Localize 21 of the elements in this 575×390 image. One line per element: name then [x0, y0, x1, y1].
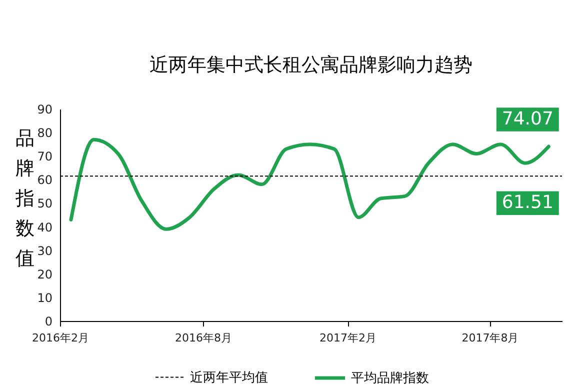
y-tick-label: 50	[37, 196, 52, 211]
y-tick-label: 30	[37, 244, 52, 258]
x-tick-label: 2017年8月	[462, 332, 519, 344]
y-tick-label: 10	[37, 290, 52, 305]
y-axis-title: 品牌指数值	[14, 128, 34, 270]
y-tick-label: 40	[37, 220, 52, 234]
annotation: 74.07	[502, 108, 554, 130]
x-tick-label: 2017年2月	[320, 332, 377, 344]
legend-label: 近两年平均值	[190, 370, 268, 386]
y-tick-label: 0	[44, 314, 52, 328]
line-series	[69, 138, 550, 231]
x-tick-label: 2016年8月	[174, 332, 232, 344]
y-tick-label: 90	[37, 102, 52, 116]
annotation: 61.51	[502, 192, 554, 214]
y-tick-label: 70	[37, 150, 52, 164]
y-tick-label: 80	[37, 126, 52, 140]
legend-label: 平均品牌指数	[351, 371, 429, 386]
x-tick-label: 2016年2月	[32, 332, 89, 344]
y-tick-label: 20	[37, 267, 52, 282]
y-tick-label: 60	[37, 173, 52, 188]
chart-title: 近两年集中式长租公寓品牌影响力趋势	[150, 54, 472, 76]
